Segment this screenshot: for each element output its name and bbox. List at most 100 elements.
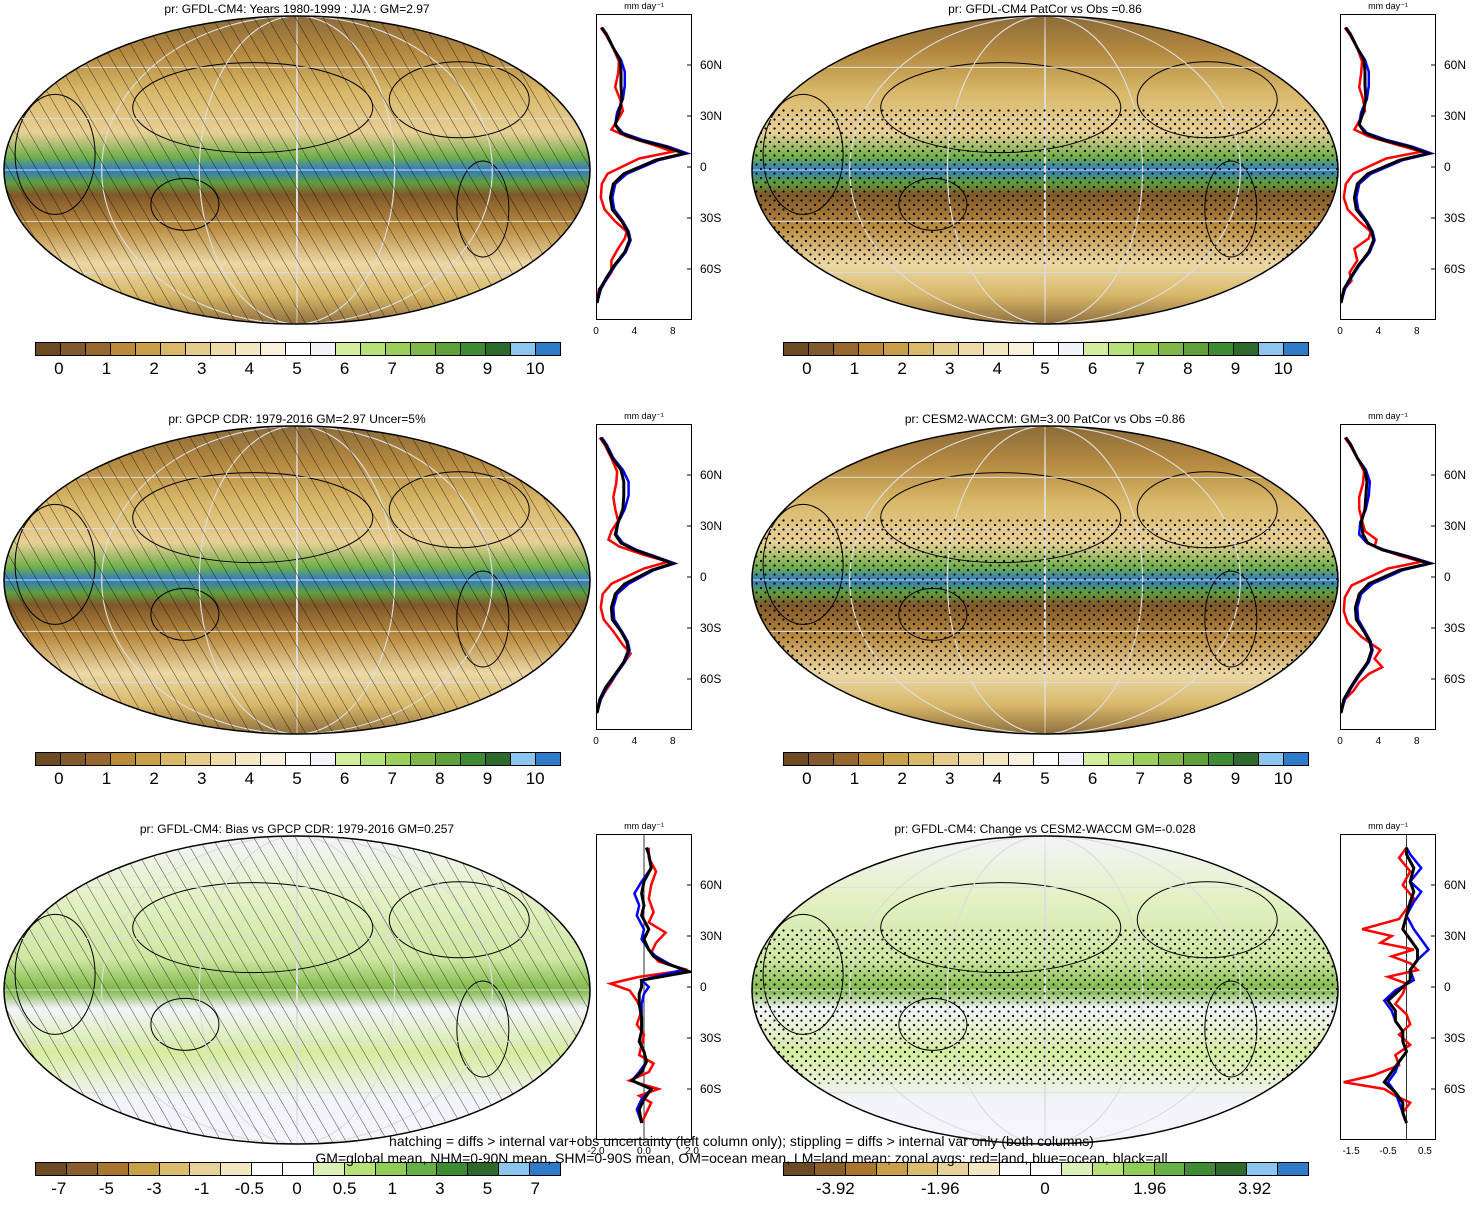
colorbar-label: 10: [525, 769, 545, 788]
colorbar-swatch: [486, 343, 511, 355]
zonal-unit-label: mm day⁻¹: [624, 821, 664, 831]
colorbar-label: 9: [1230, 769, 1241, 788]
colorbar-swatch: [190, 1163, 222, 1175]
colorbar-swatch: [1034, 753, 1059, 765]
colorbar-swatch: [959, 753, 984, 765]
zonal-x-label: 8: [670, 326, 676, 337]
colorbar-label: 1: [387, 1179, 397, 1198]
zonal-x-label: 4: [1375, 326, 1382, 337]
colorbar-swatch: [1159, 343, 1184, 355]
colorbar-labels: -3.92 -1.96 0 1.96 3.92: [783, 1179, 1307, 1199]
world-map: [3, 835, 591, 1145]
colorbar-label: 2: [149, 769, 159, 788]
map-title: pr: GFDL-CM4 PatCor vs Obs =0.86: [948, 2, 1142, 16]
zonal-lat-label: 60N: [700, 878, 723, 892]
colorbar-label: 0.5: [332, 1179, 357, 1198]
colorbar-swatch: [1284, 343, 1308, 355]
zonal-lat-label: 60S: [700, 1082, 722, 1096]
colorbar-label: 8: [435, 359, 445, 378]
colorbar-label: 8: [1183, 769, 1193, 788]
colorbar-swatch: [834, 343, 859, 355]
colorbar-label: 9: [482, 359, 493, 378]
colorbar-label: 2: [897, 769, 907, 788]
stippling-overlay: [752, 517, 1338, 674]
colorbar-label: 5: [292, 359, 302, 378]
colorbar-swatch: [845, 1163, 877, 1175]
colorbar-swatch: [1109, 753, 1134, 765]
zonal-x-label: 2.0: [685, 1146, 699, 1157]
stippling-overlay: [752, 107, 1338, 264]
colorbar-label: 6: [339, 359, 350, 378]
colorbar-swatch: [536, 343, 560, 355]
map-border: [751, 425, 1339, 735]
zonal-lat-label: 60S: [1444, 1082, 1466, 1096]
map-border: [3, 425, 591, 735]
colorbar-swatch: [1284, 753, 1308, 765]
zonal-lat-label: 30S: [700, 1031, 722, 1045]
colorbar-label: 8: [435, 769, 445, 788]
colorbar-label: 0: [802, 769, 812, 788]
colorbar-label: 1: [849, 359, 860, 378]
colorbar-swatch: [36, 753, 61, 765]
colorbar-swatch: [1216, 1163, 1248, 1175]
colorbar: [783, 1162, 1309, 1176]
map-title: pr: GFDL-CM4: Years 1980-1999 : JJA : GM…: [164, 2, 430, 16]
colorbar-swatch: [211, 343, 236, 355]
colorbar-swatch: [959, 343, 984, 355]
colorbar-swatch: [313, 1163, 345, 1175]
colorbar-label: 4: [244, 359, 255, 378]
colorbar-swatch: [1084, 753, 1109, 765]
colorbar-swatch: [1031, 1163, 1062, 1175]
zonal-lat-label: 30S: [700, 621, 722, 635]
colorbar-swatch: [1059, 343, 1084, 355]
colorbar-swatch: [1259, 343, 1284, 355]
colorbar-labels: -7 -5 -3 -1 -0.5 0 0.5 1 3 5 7: [35, 1179, 559, 1199]
zonal-unit-label: mm day⁻¹: [1368, 411, 1408, 421]
colorbar-swatch: [336, 753, 361, 765]
colorbar-swatch: [311, 343, 336, 355]
colorbar-swatch: [1092, 1163, 1124, 1175]
colorbar-swatch: [261, 343, 286, 355]
colorbar-label: 1: [101, 769, 112, 788]
colorbar-swatch: [36, 1163, 67, 1175]
colorbar: [783, 752, 1309, 766]
zonal-mean-plot: [1340, 424, 1436, 730]
colorbar-label: -5: [98, 1179, 115, 1198]
colorbar-label: 2: [149, 359, 159, 378]
zonal-x-label: 0.5: [1417, 1146, 1432, 1157]
zonal-x-label: 0: [593, 736, 599, 747]
zonal-line-land: [596, 26, 678, 304]
zonal-lat-label: 60N: [1444, 878, 1467, 892]
colorbar-label: 10: [1273, 769, 1293, 788]
zonal-x-label: -2.0: [587, 1146, 605, 1157]
zonal-unit-label: mm day⁻¹: [1368, 1, 1408, 11]
zonal-x-label: 0: [1337, 736, 1343, 747]
colorbar-swatch: [909, 343, 934, 355]
colorbar-swatch: [511, 753, 536, 765]
zonal-line-all: [596, 26, 690, 304]
colorbar-swatch: [436, 343, 461, 355]
colorbar-swatch: [97, 1163, 129, 1175]
colorbar-swatch: [336, 343, 361, 355]
colorbar-swatch: [834, 753, 859, 765]
zonal-mean-plot: [596, 424, 692, 730]
colorbar-label: 0: [54, 359, 64, 378]
colorbar-swatch: [809, 753, 834, 765]
colorbar-swatch: [236, 753, 261, 765]
zonal-unit-label: mm day⁻¹: [624, 411, 664, 421]
zonal-lat-label: 0: [700, 160, 707, 174]
colorbar-swatch: [161, 753, 186, 765]
colorbar-swatch: [1034, 343, 1059, 355]
colorbar-swatch: [386, 753, 411, 765]
zonal-lat-label: 30S: [1444, 1031, 1466, 1045]
colorbar-label: 1.96: [1133, 1179, 1167, 1198]
map-title: pr: GPCP CDR: 1979-2016 GM=2.97 Uncer=5%: [168, 412, 426, 426]
world-map: [3, 425, 591, 735]
colorbar: [783, 342, 1309, 356]
colorbar-label: 9: [482, 769, 493, 788]
colorbar: [35, 1162, 561, 1176]
hatching-overlay: [4, 16, 590, 324]
colorbar-swatch: [1234, 343, 1259, 355]
colorbar-swatch: [361, 343, 386, 355]
zonal-unit-label: mm day⁻¹: [624, 1, 664, 11]
